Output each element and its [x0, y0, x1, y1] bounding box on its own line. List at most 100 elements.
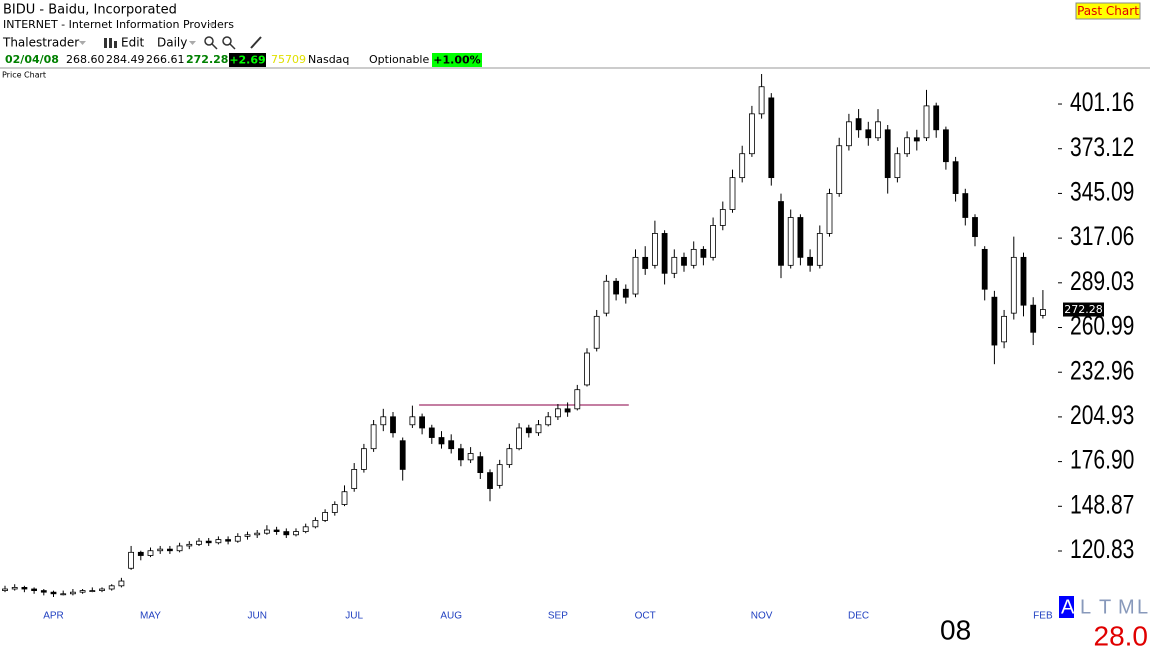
indicator[interactable]: M [1118, 596, 1135, 618]
y-tick-label: 204.93 [1070, 401, 1134, 431]
candle-body [419, 416, 426, 429]
candle-body [826, 193, 833, 234]
quote-exchange: Nasdaq [308, 53, 349, 66]
quote-date: 02/04/08 [5, 53, 59, 66]
candle-body [1020, 256, 1027, 306]
candle-body [118, 580, 125, 587]
x-tick-label: OCT [635, 611, 656, 622]
dropdown[interactable] [79, 41, 86, 45]
candle-body [312, 520, 319, 528]
y-tick-label: 176.90 [1070, 445, 1134, 475]
candle-body [719, 209, 726, 226]
candle-body [525, 427, 532, 434]
candle-body [99, 588, 105, 591]
candle-body [962, 193, 969, 218]
change-box [229, 53, 266, 67]
candle-body [380, 416, 387, 426]
candle-body [506, 448, 513, 466]
candle-body [322, 512, 329, 521]
candle-body [428, 427, 435, 438]
candle-body [952, 161, 959, 194]
candle-body [855, 118, 862, 131]
quote-open: 268.60 [66, 53, 105, 66]
candle-body [409, 416, 416, 426]
candle-body [1040, 309, 1046, 316]
candle-body [244, 534, 251, 537]
y-tick-label: 401.16 [1070, 88, 1134, 118]
indicator[interactable]: L [1080, 596, 1091, 618]
panel-title: Price Chart [2, 71, 46, 80]
candle-body [681, 256, 687, 266]
period[interactable]: Daily [157, 36, 187, 50]
candle-body [865, 129, 872, 139]
candle-body [477, 456, 484, 474]
x-tick-label: JUN [247, 611, 266, 622]
indicator[interactable]: L [1137, 596, 1148, 618]
candle-body [913, 137, 920, 142]
x-tick-label: APR [43, 611, 64, 622]
candle-body [40, 590, 47, 593]
candle-body [31, 588, 38, 591]
candle-body [196, 540, 202, 545]
candle-body [555, 408, 561, 418]
candle-body [981, 248, 988, 290]
candle-body [904, 137, 910, 155]
candle-body [516, 427, 522, 450]
candle-body [671, 256, 678, 274]
past-chart-button[interactable] [1075, 2, 1141, 20]
candle-body [787, 217, 794, 266]
dropdown[interactable] [189, 41, 196, 45]
quote-low: 266.61 [146, 53, 185, 66]
candle-body [574, 389, 581, 410]
edit-icon[interactable] [104, 38, 117, 48]
quote-optionable: Optionable [369, 53, 429, 66]
zoom-in[interactable] [204, 36, 218, 50]
candle-body [11, 587, 18, 590]
candle-body [457, 448, 464, 461]
indicator-highlight [1059, 596, 1074, 618]
candle-body [89, 590, 96, 592]
last-price-box [1063, 302, 1104, 317]
y-tick-label: 120.83 [1070, 535, 1134, 565]
candle-body [972, 217, 978, 238]
candle-body [535, 424, 542, 434]
candle-body [302, 526, 309, 532]
dropdown[interactable] [208, 23, 215, 27]
candle-body [758, 86, 765, 115]
indicator-value: 28.0 [1094, 620, 1149, 651]
title: BIDU - Baidu, Incorporated [3, 3, 177, 18]
candle-body [797, 217, 804, 258]
candle-body [360, 448, 367, 470]
x-tick-label: DEC [848, 611, 869, 622]
draw-tool[interactable] [250, 36, 262, 49]
candle-body [894, 153, 901, 179]
candle-body [234, 535, 241, 542]
y-tick-label: 232.96 [1070, 356, 1134, 386]
candle-body [816, 233, 823, 266]
candle-body [273, 529, 280, 532]
past-chart-label[interactable]: Past Chart [1077, 4, 1139, 18]
account[interactable]: Thalestrader [2, 36, 79, 50]
quote-volume: 75709 [271, 53, 306, 66]
edit[interactable]: Edit [121, 36, 145, 50]
candle-body [21, 587, 28, 590]
candle-body [370, 424, 377, 450]
y-tick-label: 317.06 [1070, 222, 1134, 252]
x-tick-label: FEB [1033, 611, 1053, 622]
candle-body [293, 531, 299, 536]
x-tick-label: AUG [440, 611, 462, 622]
indicator[interactable]: T [1099, 596, 1111, 618]
candle-body [875, 121, 881, 139]
candle-body [254, 532, 261, 536]
indicator[interactable]: A [1061, 596, 1075, 618]
candle-body [157, 548, 164, 552]
y-tick-label: 289.03 [1070, 267, 1134, 297]
candle-body [448, 440, 455, 450]
x-tick-label: JUL [345, 611, 363, 622]
candle-body [176, 545, 183, 552]
zoom-out[interactable] [222, 36, 236, 50]
candle-body [739, 153, 746, 179]
candle-body [923, 105, 930, 139]
candle-body [768, 97, 775, 179]
